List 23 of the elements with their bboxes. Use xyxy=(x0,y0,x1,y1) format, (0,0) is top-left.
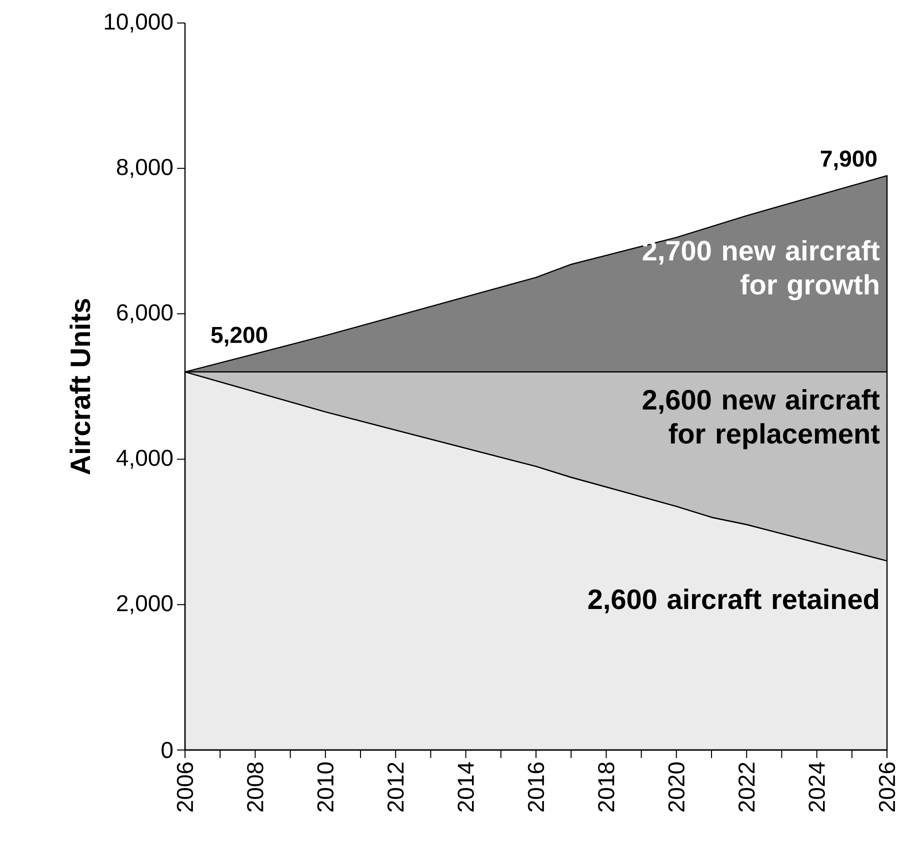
x-tick-label: 2014 xyxy=(458,762,474,812)
x-tick-label: 2016 xyxy=(528,762,544,812)
x-tick-label: 2022 xyxy=(738,762,755,812)
y-axis-title: Aircraft Units xyxy=(70,298,90,474)
x-tick-label: 2010 xyxy=(317,762,334,812)
x-tick-label: 2008 xyxy=(247,762,264,812)
annotation: 2,600 new aircraft for replacement xyxy=(642,389,880,450)
y-tick-label: 4,000 xyxy=(116,450,173,469)
x-tick-label: 2012 xyxy=(387,762,404,812)
x-tick-label: 2026 xyxy=(878,762,896,812)
x-tick-label: 2006 xyxy=(176,762,194,812)
y-tick-label: 6,000 xyxy=(117,304,173,324)
annotation: 5,200 xyxy=(211,326,268,346)
y-tick-label: 0 xyxy=(162,742,173,758)
x-tick-label: 2018 xyxy=(598,762,614,812)
x-tick-label: 2020 xyxy=(668,762,685,812)
annotation: 7,900 xyxy=(820,150,877,170)
y-tick-label: 8,000 xyxy=(116,158,173,178)
x-tick-label: 2024 xyxy=(808,762,825,812)
annotation: 2,700 new aircraft for growth xyxy=(642,240,880,300)
annotation: 2,600 aircraft retained xyxy=(588,588,878,614)
y-tick-label: 2,000 xyxy=(117,595,173,614)
y-tick-label: 10,000 xyxy=(104,13,173,32)
